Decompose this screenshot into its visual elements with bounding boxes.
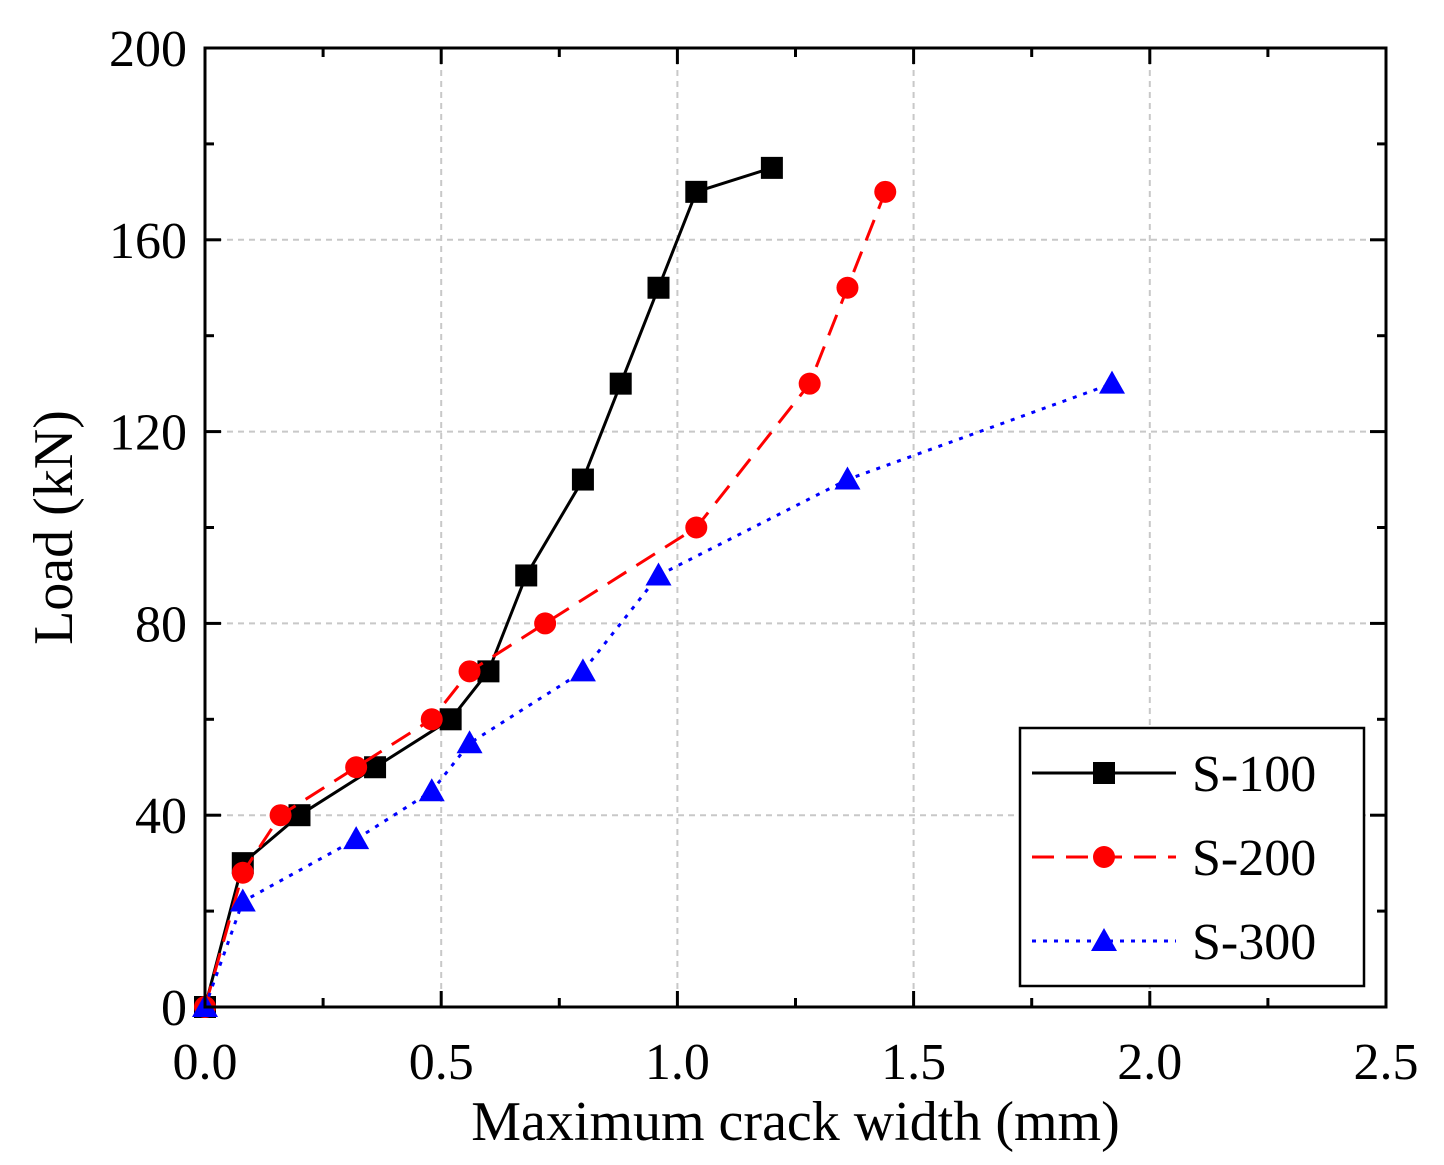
data-point [569, 658, 596, 682]
legend-marker [1093, 762, 1115, 784]
data-point [760, 156, 783, 179]
data-point [288, 804, 311, 827]
data-point [798, 372, 821, 395]
y-tick-label: 40 [135, 788, 187, 845]
legend-label: S-200 [1192, 830, 1316, 887]
data-point [515, 564, 538, 587]
data-point [685, 180, 708, 203]
series-s-300 [192, 370, 1126, 1017]
data-point [439, 708, 462, 731]
data-point [685, 516, 708, 539]
x-tick-label: 1.5 [881, 1034, 946, 1091]
data-point [534, 612, 557, 635]
data-point [1099, 370, 1126, 394]
data-point [571, 468, 594, 491]
data-point [343, 826, 370, 850]
axis-ticks: 0.0 0.5 1.0 1.5 2.0 2.5 0 40 80 120 160 200 [109, 21, 1419, 1091]
data-point [456, 730, 483, 754]
legend-label: S-300 [1192, 914, 1316, 971]
data-point [364, 756, 387, 779]
data-point [836, 276, 859, 299]
data-point [477, 660, 500, 683]
x-tick-label: 0.0 [173, 1034, 238, 1091]
data-point [458, 660, 481, 683]
series-s-200 [194, 180, 897, 1018]
legend-marker [1093, 846, 1115, 868]
data-point [420, 708, 443, 731]
data-point [269, 804, 292, 827]
y-tick-label: 200 [109, 21, 187, 78]
data-point [231, 861, 254, 884]
data-point [418, 778, 445, 802]
x-tick-label: 0.5 [409, 1034, 474, 1091]
y-tick-label: 160 [109, 213, 187, 270]
legend: S-100 S-200 S-300 [1018, 726, 1366, 988]
data-point [647, 276, 670, 299]
data-point [645, 562, 672, 586]
data-point [229, 888, 256, 912]
data-point [834, 466, 861, 490]
x-axis-title: Maximum crack width (mm) [471, 1091, 1120, 1153]
x-tick-label: 1.0 [645, 1034, 710, 1091]
data-point [345, 756, 368, 779]
legend-label: S-100 [1192, 746, 1316, 803]
series-line [203, 382, 1113, 1008]
x-tick-label: 2.0 [1117, 1034, 1182, 1091]
y-axis-title: Load (kN) [23, 410, 85, 645]
y-tick-label: 120 [109, 405, 187, 462]
y-tick-label: 0 [161, 980, 187, 1037]
legend-marker [1091, 928, 1117, 951]
x-tick-label: 2.5 [1354, 1034, 1419, 1091]
data-point [874, 180, 897, 203]
series-group [192, 156, 1126, 1018]
data-point [609, 372, 632, 395]
y-tick-label: 80 [135, 596, 187, 653]
